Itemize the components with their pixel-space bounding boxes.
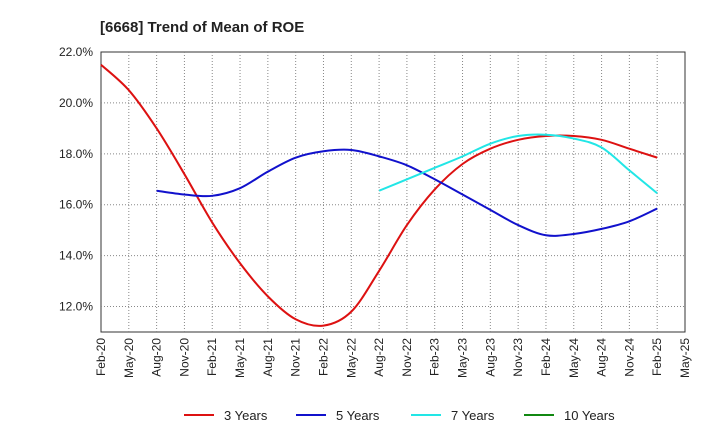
series-line-5-years	[156, 148, 658, 237]
x-tick-label: Nov-20	[177, 338, 191, 377]
x-tick-label: Feb-25	[650, 338, 664, 376]
x-tick-label: May-23	[456, 338, 470, 378]
x-tick-label: May-21	[233, 338, 247, 378]
series-line-3-years	[100, 63, 658, 327]
x-tick-label: Nov-23	[511, 338, 525, 377]
y-tick-label: 16.0%	[59, 198, 93, 212]
x-tick-label: Aug-24	[595, 338, 609, 377]
x-tick-label: Nov-24	[622, 338, 636, 377]
legend-label-10-years: 10 Years	[564, 408, 615, 423]
x-tick-label: Nov-21	[289, 338, 303, 377]
x-tick-label: May-22	[344, 338, 358, 378]
x-tick-label: Aug-21	[261, 338, 275, 377]
x-tick-label: Aug-22	[372, 338, 386, 377]
x-tick-label: Feb-21	[205, 338, 219, 376]
series-lines	[100, 63, 658, 327]
legend-label-7-years: 7 Years	[451, 408, 495, 423]
x-tick-label: Aug-20	[150, 338, 164, 377]
grid	[101, 52, 685, 332]
y-tick-label: 20.0%	[59, 96, 93, 110]
y-tick-label: 22.0%	[59, 45, 93, 59]
x-tick-label: Feb-22	[316, 338, 330, 376]
legend: 3 Years 5 Years 7 Years 10 Years	[184, 408, 615, 423]
x-tick-label: Feb-20	[94, 338, 108, 376]
x-tick-label: Aug-23	[483, 338, 497, 377]
x-tick-label: May-24	[567, 338, 581, 378]
chart-title: [6668] Trend of Mean of ROE	[100, 19, 304, 36]
y-axis-ticks: 12.0% 14.0% 16.0% 18.0% 20.0% 22.0%	[59, 45, 93, 314]
y-tick-label: 18.0%	[59, 147, 93, 161]
x-tick-label: Nov-22	[400, 338, 414, 377]
y-tick-label: 12.0%	[59, 300, 93, 314]
legend-label-3-years: 3 Years	[224, 408, 268, 423]
legend-label-5-years: 5 Years	[336, 408, 380, 423]
x-tick-label: Feb-23	[428, 338, 442, 376]
x-tick-label: Feb-24	[539, 338, 553, 376]
x-tick-label: May-20	[122, 338, 136, 378]
plot-area	[100, 51, 686, 333]
series-line-7-years	[378, 133, 658, 195]
y-tick-label: 14.0%	[59, 249, 93, 263]
x-tick-label: May-25	[678, 338, 692, 378]
x-axis-ticks: Feb-20 May-20 Aug-20 Nov-20 Feb-21 May-21 Aug-…	[94, 338, 692, 378]
